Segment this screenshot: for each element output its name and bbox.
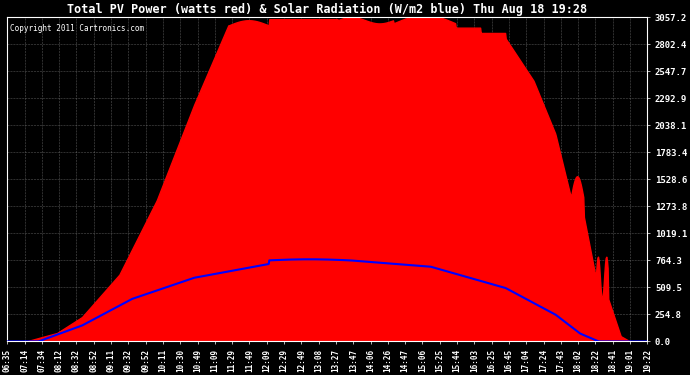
Title: Total PV Power (watts red) & Solar Radiation (W/m2 blue) Thu Aug 18 19:28: Total PV Power (watts red) & Solar Radia… [67,3,587,16]
Text: Copyright 2011 Cartronics.com: Copyright 2011 Cartronics.com [10,24,145,33]
